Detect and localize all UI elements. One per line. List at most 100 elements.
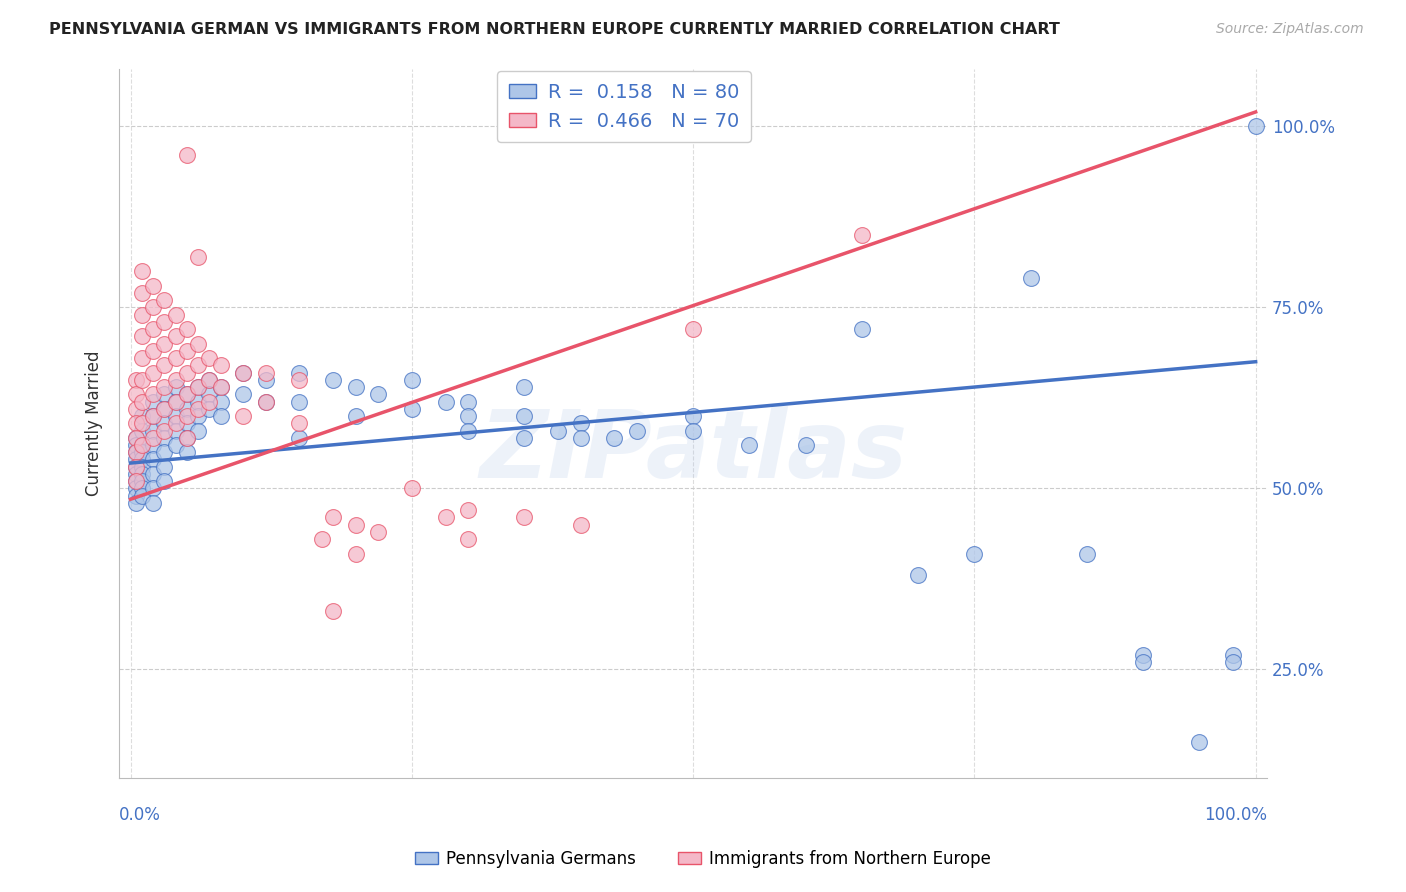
Point [142,424,165,438]
Point [232,387,254,401]
Point [131,264,153,278]
Point [153,401,176,416]
Point [401,401,423,416]
Point [311,532,333,546]
Point [401,482,423,496]
Point [131,438,153,452]
Point [513,409,536,423]
Point [176,148,198,162]
Point [569,431,592,445]
Point [682,409,704,423]
Point [125,474,148,488]
Point [153,359,176,373]
Point [187,250,209,264]
Point [165,409,187,423]
Point [401,373,423,387]
Text: ZIPatlas: ZIPatlas [479,406,907,498]
Point [322,605,344,619]
Point [547,424,569,438]
Point [125,431,148,445]
Point [131,285,153,300]
Point [165,380,187,394]
Point [131,452,153,467]
Point [288,394,311,409]
Point [232,366,254,380]
Point [198,373,221,387]
Point [131,438,153,452]
Point [125,387,148,401]
Point [165,438,187,452]
Point [131,329,153,343]
Point [125,452,148,467]
Point [187,359,209,373]
Point [232,409,254,423]
Point [344,517,367,532]
Point [125,431,148,445]
Point [322,510,344,524]
Point [153,293,176,308]
Point [125,438,148,452]
Point [603,431,626,445]
Point [153,445,176,459]
Point [153,417,176,431]
Point [153,387,176,401]
Point [142,322,165,336]
Point [367,524,389,539]
Point [131,445,153,459]
Point [125,401,148,416]
Point [153,459,176,474]
Point [1132,655,1154,669]
Point [288,417,311,431]
Point [142,431,165,445]
Legend: R =  0.158   N = 80, R =  0.466   N = 70: R = 0.158 N = 80, R = 0.466 N = 70 [498,71,751,142]
Point [176,417,198,431]
Point [142,387,165,401]
Point [125,474,148,488]
Point [254,373,277,387]
Point [125,459,148,474]
Point [131,417,153,431]
Point [288,366,311,380]
Point [187,409,209,423]
Point [198,373,221,387]
Point [153,401,176,416]
Point [569,417,592,431]
Text: PENNSYLVANIA GERMAN VS IMMIGRANTS FROM NORTHERN EUROPE CURRENTLY MARRIED CORRELA: PENNSYLVANIA GERMAN VS IMMIGRANTS FROM N… [49,22,1060,37]
Point [738,438,761,452]
Point [142,301,165,315]
Point [457,394,479,409]
Point [254,366,277,380]
Point [209,409,232,423]
Point [176,366,198,380]
Point [131,424,153,438]
Text: 0.0%: 0.0% [120,806,162,824]
Point [1222,655,1244,669]
Point [153,424,176,438]
Point [142,438,165,452]
Point [457,532,479,546]
Point [344,409,367,423]
Point [254,394,277,409]
Point [165,417,187,431]
Point [125,417,148,431]
Point [1244,120,1267,134]
Point [131,308,153,322]
Point [851,227,873,242]
Point [153,315,176,329]
Point [344,380,367,394]
Point [209,394,232,409]
Point [131,467,153,481]
Point [851,322,873,336]
Point [513,510,536,524]
Point [457,409,479,423]
Point [131,482,153,496]
Point [131,489,153,503]
Point [153,474,176,488]
Text: Source: ZipAtlas.com: Source: ZipAtlas.com [1216,22,1364,37]
Point [1222,648,1244,662]
Point [165,351,187,365]
Point [187,336,209,351]
Point [626,424,648,438]
Point [209,380,232,394]
Point [131,459,153,474]
